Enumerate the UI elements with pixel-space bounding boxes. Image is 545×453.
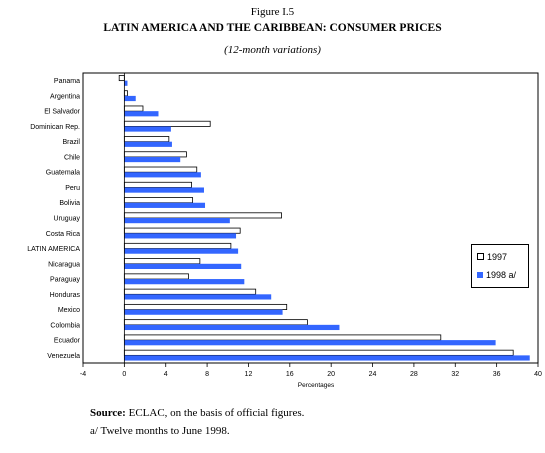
category-label-uruguay: Uruguay [54,216,81,223]
category-label-honduras: Honduras [50,292,81,299]
category-label-bolivia: Bolivia [59,200,80,207]
bar-el-salvador-1998 [124,111,159,117]
legend-item-1998: 1998 a/ [477,269,516,281]
bar-guatemala-1998 [124,172,201,178]
x-tick-label: 12 [245,371,253,378]
source-note: Source: ECLAC, on the basis of official … [90,404,304,440]
x-tick-label: 8 [205,371,209,378]
bar-paraguay-1997 [123,273,189,280]
category-label-paraguay: Paraguay [50,277,80,284]
figure-label: Figure I.5 [250,6,295,18]
x-tick-label: -4 [80,371,86,378]
x-tick-label: 28 [410,371,418,378]
bar-peru-1998 [124,187,204,193]
x-tick-label: 40 [534,371,542,378]
chart-subtitle: (12-month variations) [224,44,321,56]
bar-costa-rica-1998 [124,233,237,239]
category-label-nicaragua: Nicaragua [48,261,80,268]
x-tick-label: 24 [369,371,377,378]
bar-dominican-rep-1997 [123,120,211,127]
legend-swatch-1998 [477,271,483,278]
bar-argentina-1997 [123,90,128,97]
x-tick-label: 4 [164,371,168,378]
bar-costa-rica-1997 [123,227,241,234]
category-label-ecuador: Ecuador [54,338,81,345]
bar-peru-1997 [123,181,192,188]
bar-mexico-1997 [123,303,288,310]
bar-chile-1997 [123,151,187,158]
category-label-dominican-rep: Dominican Rep. [30,124,80,131]
legend-label-1998: 1998 a/ [486,270,517,280]
bar-mexico-1998 [124,309,283,315]
bars-group [118,73,530,363]
x-tick-label: 0 [122,371,126,378]
category-label-el-salvador: El Salvador [44,109,80,116]
category-label-panama: Panama [54,78,80,85]
x-tick-label: 16 [286,371,294,378]
bar-panama-1997 [118,75,125,82]
bar-bolivia-1997 [123,197,194,204]
bar-uruguay-1998 [124,218,230,224]
bar-chile-1998 [124,156,181,163]
source-prefix: Source: [90,407,126,419]
legend-item-1997: 1997 [477,251,507,263]
category-label-brazil: Brazil [62,139,80,146]
bar-brazil-1997 [123,136,170,143]
category-label-argentina: Argentina [50,93,80,100]
bar-venezuela-1997 [123,349,514,356]
legend-swatch-1997 [477,253,484,261]
category-label-venezuela: Venezuela [47,353,80,360]
bar-latin-america-1997 [123,242,232,249]
bar-honduras-1998 [124,294,272,300]
chart-title: LATIN AMERICA AND THE CARIBBEAN: CONSUME… [103,22,442,34]
x-axis-title: Percentages [298,382,335,389]
category-label-costa-rica: Costa Rica [46,231,80,238]
x-tick-label: 32 [451,371,459,378]
bar-panama-1998 [124,80,128,86]
bar-argentina-1998 [124,95,136,102]
bar-venezuela-1998 [124,355,530,361]
bar-paraguay-1998 [124,279,245,285]
bar-ecuador-1998 [124,340,496,346]
legend-label-1997: 1997 [487,252,508,262]
category-label-mexico: Mexico [58,307,80,314]
bar-colombia-1997 [123,319,308,326]
category-label-latin-america: LATIN AMERICA [27,246,80,253]
bar-uruguay-1997 [123,212,282,219]
bar-nicaragua-1997 [123,258,201,265]
bar-guatemala-1997 [123,166,198,173]
bar-bolivia-1998 [124,202,206,208]
bar-ecuador-1997 [123,334,442,341]
bar-honduras-1997 [123,288,257,295]
bar-el-salvador-1997 [123,105,144,112]
x-tick-label: 20 [327,371,335,378]
source-text: ECLAC, on the basis of official figures. [125,407,305,419]
category-label-peru: Peru [65,185,80,192]
bar-nicaragua-1998 [124,263,242,269]
bar-latin-america-1998 [124,248,239,254]
category-label-chile: Chile [64,154,80,161]
category-label-guatemala: Guatemala [46,170,80,177]
x-axis: -4 0 4 8 12 16 20 24 28 32 36 40 [80,363,542,378]
category-labels: Panama Argentina El Salvador Dominican Rep.… [27,78,80,360]
category-label-colombia: Colombia [50,322,80,329]
footnote-line: a/ Twelve months to June 1998. [90,425,230,437]
source-line: Source: ECLAC, on the basis of official … [90,404,304,422]
bar-dominican-rep-1998 [124,126,171,132]
bar-colombia-1998 [124,324,340,331]
bar-brazil-1998 [124,141,172,147]
legend: 1997 1998 a/ [471,244,529,288]
x-tick-label: 36 [493,371,501,378]
